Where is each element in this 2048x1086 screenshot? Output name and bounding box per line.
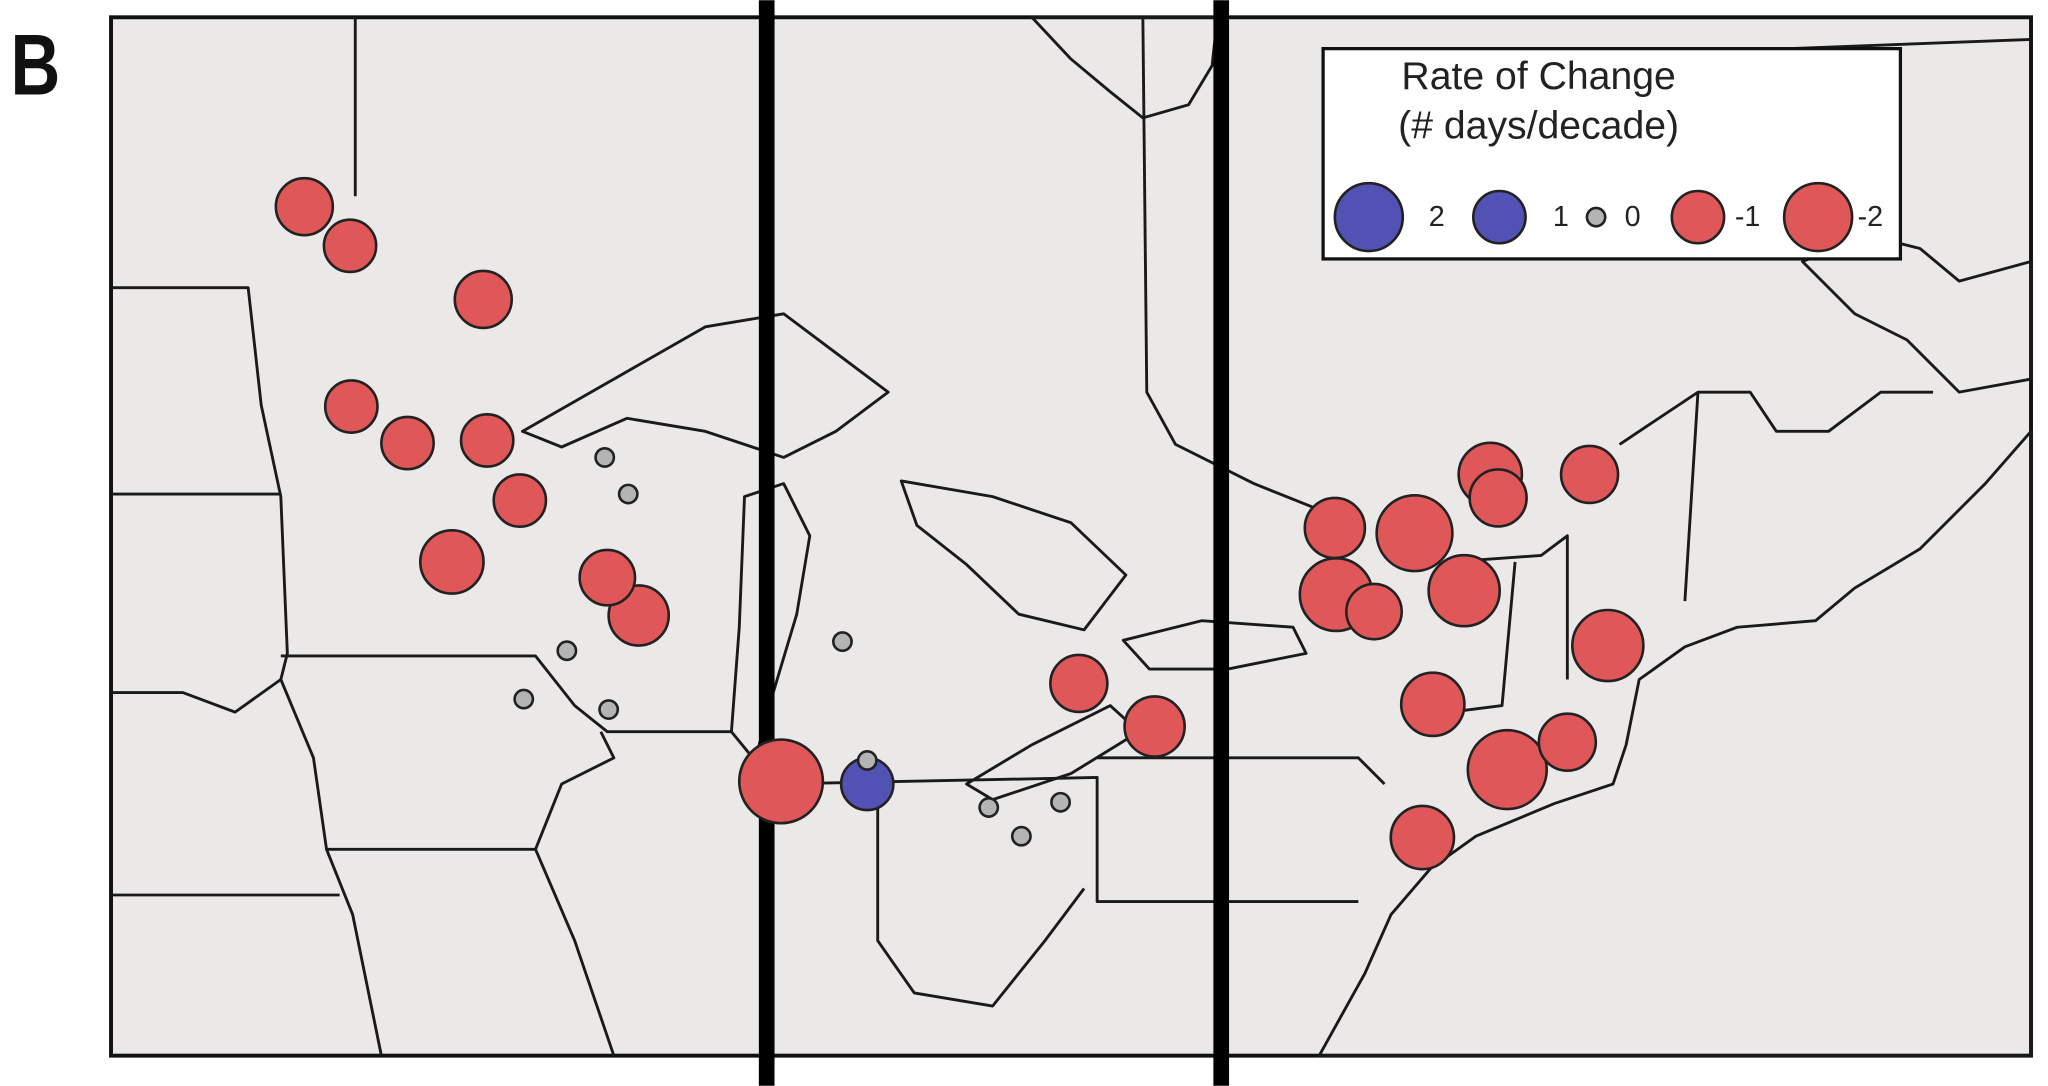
site-marker	[856, 750, 878, 771]
site-marker	[1559, 444, 1620, 505]
lake-huron	[899, 479, 1128, 632]
legend-marker	[1782, 181, 1854, 253]
sites	[274, 176, 1645, 871]
legend-title: Rate of Change	[1401, 55, 1675, 98]
legend-label: 1	[1553, 201, 1569, 233]
site-marker	[459, 413, 515, 468]
site-marker	[737, 738, 825, 825]
site-marker	[322, 218, 378, 274]
legend-label: 0	[1625, 201, 1641, 233]
site-marker	[978, 797, 1000, 818]
site-marker	[1050, 791, 1072, 813]
legend-marker	[1472, 189, 1527, 245]
legend-label: 2	[1429, 201, 1445, 233]
site-marker	[1303, 496, 1367, 560]
site-marker	[274, 176, 335, 237]
site-marker	[513, 688, 535, 710]
site-marker	[419, 529, 485, 595]
legend-marker	[1333, 181, 1405, 253]
legend-marker	[1670, 189, 1726, 245]
legend: Rate of Change (# days/decade) 2 1 0 -1 -2	[1321, 46, 1903, 261]
site-marker	[1049, 653, 1109, 714]
site-marker	[453, 269, 514, 330]
legend-subtitle: (# days/decade)	[1398, 105, 1679, 148]
ocean	[1317, 429, 2033, 1058]
site-marker	[492, 473, 548, 528]
site-marker	[1389, 804, 1456, 871]
legend-marker	[1585, 206, 1607, 228]
site-marker	[831, 631, 853, 653]
site-marker	[1427, 553, 1501, 628]
site-marker	[1466, 728, 1549, 811]
site-marker	[1010, 825, 1032, 847]
site-marker	[594, 446, 616, 468]
site-marker	[598, 699, 620, 720]
site-marker	[1345, 582, 1404, 641]
site-marker	[1537, 712, 1598, 772]
panel-label: B	[10, 16, 60, 113]
lake-superior	[521, 312, 890, 459]
legend-label: -2	[1858, 201, 1884, 233]
site-marker	[323, 379, 379, 434]
legend-label: -1	[1735, 201, 1761, 233]
site-marker	[380, 415, 435, 471]
site-marker	[1375, 494, 1454, 573]
site-marker	[578, 548, 637, 607]
site-marker	[1468, 468, 1528, 528]
site-marker	[556, 640, 578, 662]
state-borders	[111, 17, 2032, 1057]
site-marker	[1399, 671, 1466, 738]
site-marker	[1123, 695, 1186, 758]
site-marker	[1571, 608, 1645, 683]
site-marker	[617, 483, 639, 505]
lake-ontario	[1121, 619, 1308, 671]
